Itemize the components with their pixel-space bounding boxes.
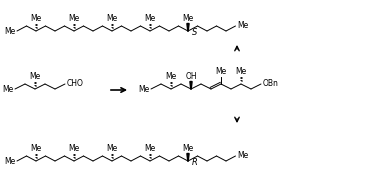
- Text: Me: Me: [31, 144, 41, 153]
- Polygon shape: [187, 23, 189, 31]
- Text: Me: Me: [68, 14, 80, 23]
- Text: OH: OH: [185, 72, 197, 81]
- Text: Me: Me: [144, 144, 156, 153]
- Text: Me: Me: [106, 14, 118, 23]
- Text: Me: Me: [4, 26, 15, 36]
- Text: R: R: [192, 158, 198, 167]
- Text: Me: Me: [4, 156, 15, 166]
- Text: S: S: [192, 28, 198, 37]
- Text: Me: Me: [182, 14, 194, 23]
- Text: Me: Me: [238, 22, 249, 30]
- Text: Me: Me: [68, 144, 80, 153]
- Text: Me: Me: [106, 144, 118, 153]
- Polygon shape: [190, 81, 192, 89]
- Text: Me: Me: [166, 72, 177, 81]
- Text: Me: Me: [138, 84, 149, 94]
- Text: Me: Me: [235, 67, 247, 76]
- Text: Me: Me: [144, 14, 156, 23]
- Text: Me: Me: [182, 144, 194, 153]
- Polygon shape: [187, 153, 189, 161]
- Text: CHO: CHO: [67, 80, 84, 88]
- Text: Me: Me: [215, 67, 227, 76]
- Text: Me: Me: [29, 72, 41, 81]
- Text: OBn: OBn: [263, 80, 279, 88]
- Text: Me: Me: [238, 152, 249, 160]
- Text: Me: Me: [31, 14, 41, 23]
- Text: Me: Me: [2, 84, 13, 94]
